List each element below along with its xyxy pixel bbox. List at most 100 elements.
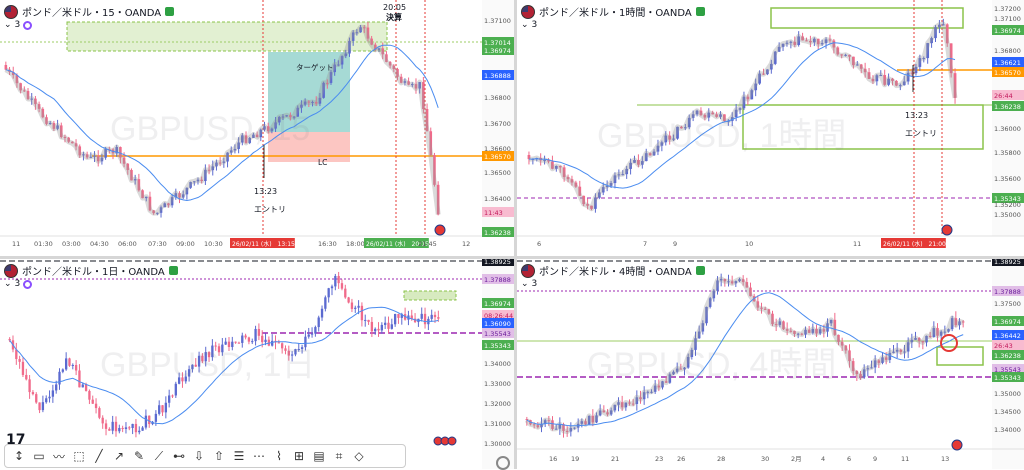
ruler-icon[interactable]: ⊷ [173, 449, 185, 463]
candle-body [277, 342, 280, 344]
watermark: GBPUSD, 1日 [100, 346, 316, 384]
candle-body [241, 335, 244, 343]
channel-icon[interactable]: ⋯ [253, 449, 265, 463]
candle-body [863, 68, 867, 73]
candle-body [836, 47, 840, 55]
indicator-icon [23, 279, 33, 289]
arrow-down-icon[interactable]: ⇩ [193, 449, 205, 463]
annotation: 13:23 [905, 111, 928, 120]
chart-panel-1hour[interactable]: 13:23 エントリ 1.37200 1.37100 1.36974 1.36800 1.3… [517, 0, 1024, 256]
candle-body [877, 360, 881, 363]
candle-body [719, 114, 722, 117]
candle-body [119, 147, 122, 158]
brush-icon[interactable]: ✎ [133, 449, 145, 463]
cursor-icon[interactable]: ↕ [13, 449, 25, 463]
candle-body [311, 101, 314, 103]
candle-body [936, 328, 939, 336]
candle-body [781, 43, 785, 47]
price-label: 11:43 [484, 209, 503, 217]
rectangle-icon[interactable]: ▭ [33, 449, 45, 463]
candle-body [354, 307, 357, 309]
chart-canvas-1hour[interactable]: 13:23 エントリ 1.37200 1.37100 1.36974 1.36800 1.3… [517, 0, 1024, 256]
chart-panel-4hour[interactable]: 1.38925 1.37888 1.37500 1.36974 1.36442 26:43… [517, 259, 1024, 469]
chart-title[interactable]: ポンド／米ドル・1時間・OANDA [539, 8, 692, 19]
candle-body [939, 331, 943, 336]
indicator-toggle[interactable]: ⌄ 3 [521, 279, 537, 289]
candle-body [646, 391, 650, 393]
fib-icon[interactable]: ☰ [233, 449, 245, 463]
ray-icon[interactable]: ↗ [113, 449, 125, 463]
candle-body [277, 116, 281, 123]
path-icon[interactable]: 〰 [52, 449, 65, 464]
candle-body [727, 281, 730, 283]
candle-body [879, 75, 883, 77]
candle-body [906, 342, 910, 352]
candle-body [215, 162, 218, 167]
candle-body [629, 162, 632, 169]
chart-canvas-4hour[interactable]: 1.38925 1.37888 1.37500 1.36974 1.36442 26:43… [517, 259, 1024, 469]
indicator-toggle[interactable]: ⌄ 3 [4, 279, 33, 289]
candle-body [609, 410, 613, 415]
candle-body [285, 115, 288, 117]
candle-body [156, 212, 159, 214]
price-label-bg [992, 316, 1024, 326]
time-label: 19 [571, 455, 579, 463]
candle-body [322, 82, 325, 98]
candle-body [602, 410, 606, 413]
candle-body [679, 368, 683, 370]
candle-body [934, 27, 937, 39]
candle-body [930, 38, 933, 44]
gann-icon[interactable]: ⊞ [293, 449, 305, 463]
chart-panel-1day[interactable]: 1.38925 1.37888 1.36974 08:26:44 1.36090 1.35… [0, 259, 514, 469]
pitchfork-icon[interactable]: ⌇ [276, 449, 282, 463]
chart-panel-15min[interactable]: 20:05 決算 ターゲット LC 13:23 エントリ 1.37100 1.37014 1.3… [0, 0, 514, 256]
candle-body [613, 404, 617, 411]
candle-body [263, 126, 266, 130]
price-tick: 1.36000 [994, 125, 1021, 133]
candle-body [207, 352, 211, 358]
candle-body [767, 309, 771, 314]
settings-gear-icon[interactable] [496, 456, 510, 470]
candle-body [191, 364, 194, 370]
candle-body [601, 187, 605, 193]
note-icon[interactable]: ▤ [313, 449, 325, 463]
crop-icon[interactable]: ⌗ [335, 448, 343, 463]
candle-body [211, 345, 214, 358]
candle-body [185, 187, 189, 195]
indicator-toggle[interactable]: ⌄ 3 [521, 20, 537, 30]
price-tick: 1.37100 [484, 17, 511, 25]
candle-body [914, 66, 918, 74]
candle-body [237, 142, 240, 149]
candle-body [351, 32, 355, 41]
price-label: 1.38925 [994, 259, 1021, 266]
chart-canvas-15min[interactable]: 20:05決算ターゲットLC13:23エントリ1.371001.370141.3… [0, 0, 514, 256]
candle-body [950, 318, 954, 330]
price-label: 1.37014 [484, 39, 511, 47]
candle-body [958, 321, 961, 326]
pen-icon[interactable]: ⟋ [154, 448, 164, 463]
eraser-icon[interactable]: ◇ [354, 449, 364, 463]
candle-body [89, 156, 93, 158]
time-label: 09:00 [176, 240, 195, 248]
chart-title[interactable]: ポンド／米ドル・4時間・OANDA [539, 267, 692, 278]
panel-divider-horizontal[interactable] [0, 256, 1024, 259]
panel-divider-vertical[interactable] [514, 0, 517, 469]
box-icon[interactable]: ⬚ [73, 449, 85, 463]
chart-title[interactable]: ポンド／米ドル・1日・OANDA [22, 267, 165, 278]
us-flag-icon [434, 224, 446, 236]
chart-canvas-1day[interactable]: 1.38925 1.37888 1.36974 08:26:441.36090 1.35… [0, 259, 514, 469]
candle-body [81, 384, 84, 388]
candle-body [387, 322, 390, 329]
indicator-toggle[interactable]: ⌄ 3 [4, 20, 33, 30]
arrow-up-icon[interactable]: ⇧ [213, 449, 225, 463]
candle-body [392, 65, 396, 70]
candle-body [686, 357, 690, 368]
price-label: 1.38925 [484, 259, 511, 266]
candle-body [164, 402, 168, 413]
candle-body [38, 402, 41, 411]
candle-body [59, 125, 63, 138]
candle-body [181, 194, 185, 198]
chart-title[interactable]: ポンド／米ドル・15・OANDA [22, 8, 162, 19]
line-icon[interactable]: ╱ [95, 449, 103, 463]
candle-body [181, 377, 184, 382]
